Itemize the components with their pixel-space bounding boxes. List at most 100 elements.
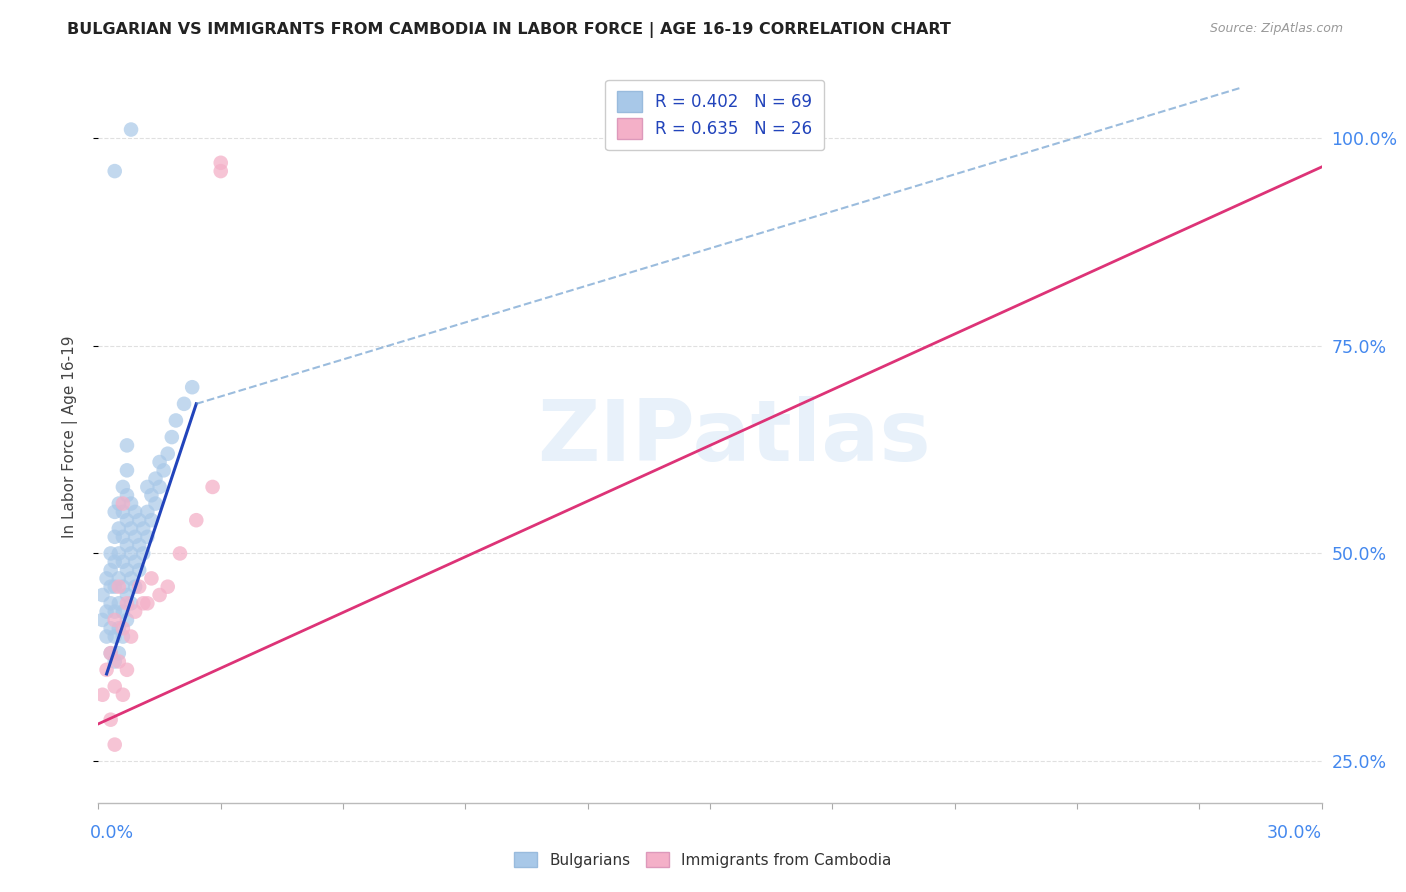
Point: [145, 472, 167, 486]
Point: [115, 613, 138, 627]
Point: [100, 580, 122, 594]
Point: [132, 521, 155, 535]
Point: [111, 505, 134, 519]
Point: [104, 655, 127, 669]
Point: [209, 156, 232, 170]
Y-axis label: In Labor Force | Age 16-19: In Labor Force | Age 16-19: [62, 335, 77, 539]
Point: [120, 122, 142, 136]
Point: [91, 688, 114, 702]
Point: [96, 605, 118, 619]
Point: [104, 164, 127, 178]
Point: [128, 563, 150, 577]
Point: [181, 380, 204, 394]
Point: [104, 555, 127, 569]
Text: 30.0%: 30.0%: [1267, 823, 1322, 841]
Point: [120, 630, 142, 644]
Point: [104, 630, 127, 644]
Point: [115, 463, 138, 477]
Point: [108, 497, 131, 511]
Point: [100, 646, 122, 660]
Point: [96, 571, 118, 585]
Point: [91, 588, 114, 602]
Point: [209, 164, 232, 178]
Point: [111, 555, 134, 569]
Point: [136, 480, 159, 494]
Point: [111, 580, 134, 594]
Point: [115, 538, 138, 552]
Point: [156, 580, 179, 594]
Point: [141, 513, 163, 527]
Point: [173, 397, 195, 411]
Point: [149, 588, 172, 602]
Point: [108, 521, 131, 535]
Point: [115, 513, 138, 527]
Point: [100, 646, 122, 660]
Point: [120, 521, 142, 535]
Text: 0.0%: 0.0%: [90, 823, 135, 841]
Text: ZIPatlas: ZIPatlas: [537, 395, 931, 479]
Point: [115, 588, 138, 602]
Point: [100, 596, 122, 610]
Point: [111, 605, 134, 619]
Point: [120, 571, 142, 585]
Point: [120, 596, 142, 610]
Point: [128, 538, 150, 552]
Point: [96, 630, 118, 644]
Point: [108, 596, 131, 610]
Point: [141, 488, 163, 502]
Point: [149, 455, 172, 469]
Point: [165, 413, 187, 427]
Point: [128, 580, 150, 594]
Point: [111, 530, 134, 544]
Point: [115, 488, 138, 502]
Point: [145, 497, 167, 511]
Point: [186, 513, 208, 527]
Point: [100, 713, 122, 727]
Point: [111, 480, 134, 494]
Point: [115, 663, 138, 677]
Point: [136, 530, 159, 544]
Point: [132, 596, 155, 610]
Point: [115, 563, 138, 577]
Point: [141, 571, 163, 585]
Point: [124, 530, 146, 544]
Point: [111, 497, 134, 511]
Point: [120, 497, 142, 511]
Point: [104, 613, 127, 627]
Point: [104, 680, 127, 694]
Point: [96, 663, 118, 677]
Point: [108, 571, 131, 585]
Point: [104, 530, 127, 544]
Point: [108, 655, 131, 669]
Point: [160, 430, 183, 444]
Point: [104, 580, 127, 594]
Point: [136, 596, 159, 610]
Point: [104, 738, 127, 752]
Point: [120, 546, 142, 560]
Point: [124, 555, 146, 569]
Point: [108, 621, 131, 635]
Point: [124, 505, 146, 519]
Point: [111, 621, 134, 635]
Point: [115, 596, 138, 610]
Point: [108, 646, 131, 660]
Legend: R = 0.402   N = 69, R = 0.635   N = 26: R = 0.402 N = 69, R = 0.635 N = 26: [605, 79, 824, 151]
Point: [149, 480, 172, 494]
Point: [124, 605, 146, 619]
Point: [132, 546, 155, 560]
Point: [91, 613, 114, 627]
Point: [111, 630, 134, 644]
Text: BULGARIAN VS IMMIGRANTS FROM CAMBODIA IN LABOR FORCE | AGE 16-19 CORRELATION CHA: BULGARIAN VS IMMIGRANTS FROM CAMBODIA IN…: [67, 22, 952, 38]
Point: [201, 480, 224, 494]
Point: [136, 505, 159, 519]
Point: [111, 688, 134, 702]
Point: [156, 447, 179, 461]
Point: [100, 563, 122, 577]
Point: [104, 505, 127, 519]
Point: [100, 546, 122, 560]
Point: [124, 580, 146, 594]
Point: [152, 463, 174, 477]
Point: [128, 513, 150, 527]
Point: [108, 546, 131, 560]
Point: [104, 605, 127, 619]
